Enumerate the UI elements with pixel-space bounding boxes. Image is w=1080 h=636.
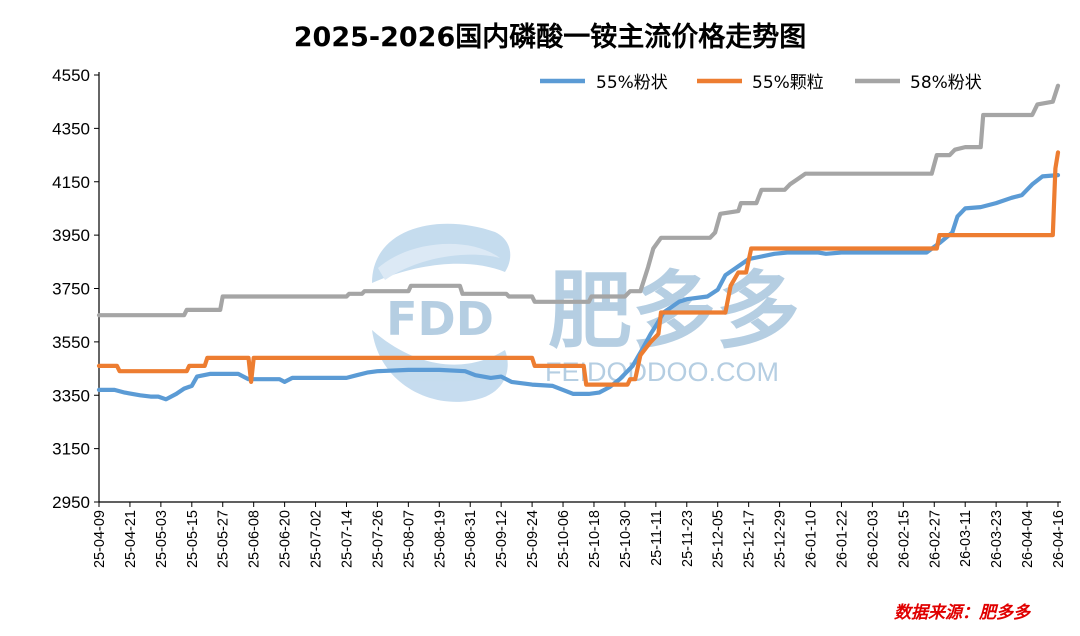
x-tick-label: 25-06-20 [278, 510, 294, 568]
x-tick-label: 25-12-05 [711, 510, 727, 568]
x-tick-label: 25-10-06 [556, 510, 572, 568]
x-tick-label: 25-07-26 [370, 510, 386, 568]
y-tick-label: 3750 [52, 280, 90, 299]
fdd-logo-text: FDD [386, 292, 494, 346]
y-tick-label: 4150 [52, 173, 90, 192]
source-note: 数据来源：肥多多 [894, 603, 1032, 623]
x-tick-label: 26-04-04 [1020, 510, 1036, 568]
x-tick-label: 25-08-07 [401, 510, 417, 568]
y-axis: 2950 3150 3350 3550 3750 3950 4150 4350 4550 [52, 66, 99, 512]
x-tick-label: 25-08-19 [432, 510, 448, 568]
x-tick-label: 25-05-27 [216, 510, 232, 568]
x-tick-label: 25-08-31 [463, 510, 479, 568]
x-tick-label: 25-04-09 [92, 510, 108, 568]
x-axis: 25-04-09 25-04-21 25-05-03 25-05-15 25-05-27… [92, 502, 1067, 568]
fdd-watermark: FDD 肥多多 FEIDODDOO.COM [372, 223, 800, 402]
x-tick-label: 25-05-03 [154, 510, 170, 568]
x-tick-label: 26-01-10 [804, 510, 820, 568]
x-tick-label: 25-11-11 [649, 510, 665, 566]
x-tick-label: 26-01-22 [834, 510, 850, 568]
x-tick-label: 25-10-30 [618, 510, 634, 568]
y-tick-label: 3350 [52, 386, 90, 405]
legend-item-55-powder: 55%粉状 [540, 73, 668, 93]
x-tick-label: 25-06-08 [247, 510, 263, 568]
legend-label: 55%颗粒 [752, 73, 824, 93]
fdd-leaf-logo: FDD [372, 223, 511, 402]
legend-item-55-granular: 55%颗粒 [697, 73, 824, 93]
legend: 55%粉状 55%颗粒 58%粉状 [540, 73, 982, 93]
legend-item-58-powder: 58%粉状 [855, 73, 982, 93]
series-layer [96, 83, 1061, 402]
y-tick-label: 2950 [52, 493, 90, 512]
x-tick-label: 25-07-02 [309, 510, 325, 568]
x-tick-label: 25-09-24 [525, 510, 541, 568]
legend-label: 58%粉状 [910, 73, 982, 93]
y-tick-label: 3550 [52, 333, 90, 352]
y-tick-label: 4550 [52, 66, 90, 85]
x-tick-label: 25-11-23 [680, 510, 696, 567]
x-tick-label: 25-10-18 [587, 510, 603, 568]
x-tick-label: 25-12-17 [742, 510, 758, 568]
x-tick-label: 26-02-27 [927, 510, 943, 568]
x-tick-label: 26-03-23 [989, 510, 1005, 568]
series-line-1 [96, 150, 1061, 387]
fdd-url-text: FEIDODDOO.COM [545, 357, 779, 387]
x-tick-label: 25-09-12 [494, 510, 510, 568]
y-tick-label: 3150 [52, 440, 90, 459]
x-tick-label: 26-04-16 [1051, 510, 1067, 568]
series-line-2 [96, 83, 1061, 318]
series-line-0 [96, 173, 1061, 402]
x-tick-label: 26-02-15 [896, 510, 912, 568]
x-tick-label: 25-12-29 [773, 510, 789, 568]
x-tick-label: 26-03-11 [958, 510, 974, 567]
y-tick-label: 3950 [52, 226, 90, 245]
chart-title: 2025-2026国内磷酸一铵主流价格走势图 [294, 22, 807, 53]
x-tick-label: 25-07-14 [339, 510, 355, 568]
x-tick-label: 25-05-15 [185, 510, 201, 568]
y-tick-label: 4350 [52, 119, 90, 138]
x-tick-label: 25-04-21 [123, 510, 139, 568]
x-tick-label: 26-02-03 [865, 510, 881, 568]
legend-label: 55%粉状 [596, 73, 668, 93]
